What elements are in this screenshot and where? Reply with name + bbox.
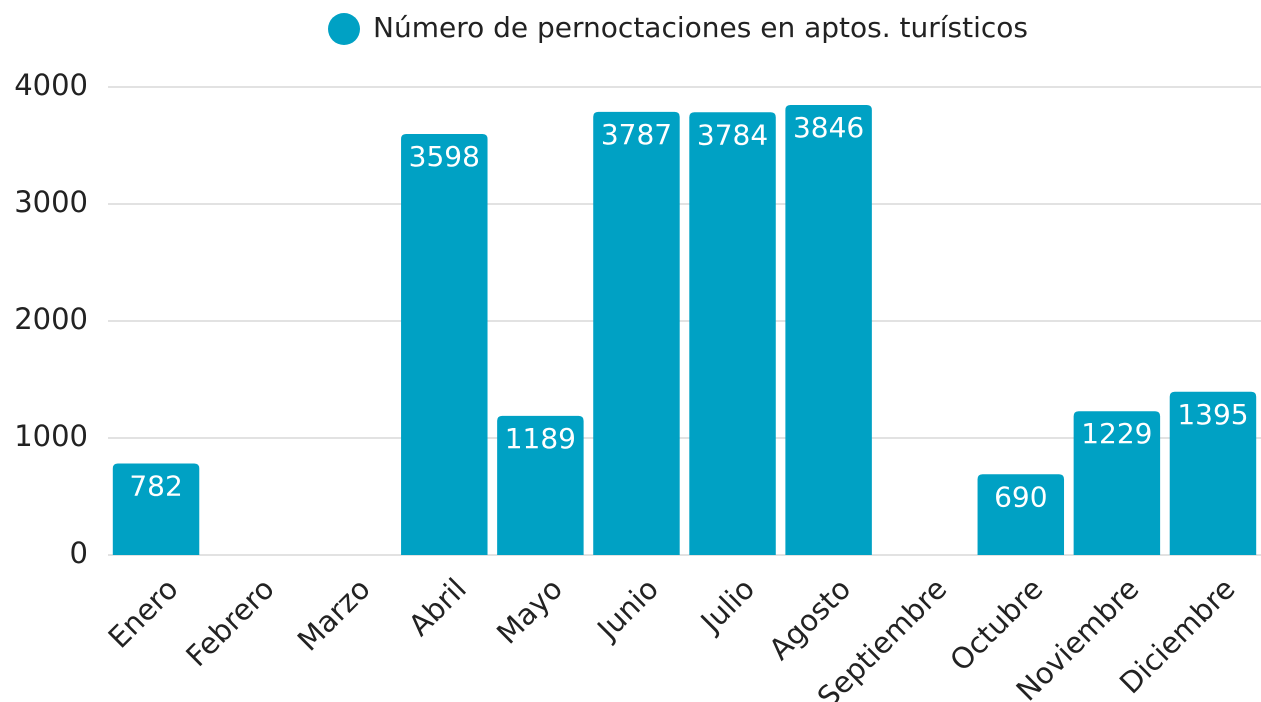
data-label: 1395 — [1177, 398, 1248, 431]
x-tick-label: Enero — [102, 572, 185, 655]
data-label: 3598 — [409, 140, 480, 173]
x-tick-label: Junio — [589, 572, 665, 648]
x-tick-label: Agosto — [762, 572, 857, 667]
y-tick-label: 2000 — [14, 302, 88, 336]
data-label: 3846 — [793, 111, 864, 144]
data-label: 1189 — [505, 422, 576, 455]
bar — [497, 415, 584, 555]
y-tick-label: 4000 — [14, 68, 88, 102]
bar — [785, 105, 872, 555]
legend-label: Número de pernoctaciones en aptos. turís… — [373, 11, 1028, 44]
bar — [112, 463, 200, 555]
bar — [593, 111, 680, 556]
x-tick-label: Abril — [402, 572, 473, 643]
data-label: 3787 — [601, 118, 672, 151]
x-tick-label: Mayo — [490, 572, 569, 651]
data-label: 1229 — [1081, 417, 1152, 450]
x-tick-label: Julio — [693, 572, 761, 640]
data-label: 782 — [129, 470, 182, 503]
y-tick-label: 3000 — [14, 185, 88, 219]
legend-marker — [328, 13, 360, 45]
bar — [1169, 391, 1257, 555]
bar — [1073, 411, 1161, 555]
bar — [689, 112, 776, 555]
bar — [401, 134, 488, 555]
x-tick-label: Marzo — [291, 572, 377, 658]
data-label: 690 — [994, 480, 1047, 513]
bar — [977, 474, 1065, 555]
y-tick-label: 0 — [70, 536, 88, 570]
data-label: 3784 — [697, 118, 768, 151]
x-tick-label: Febrero — [179, 572, 280, 673]
y-tick-label: 1000 — [14, 419, 88, 453]
